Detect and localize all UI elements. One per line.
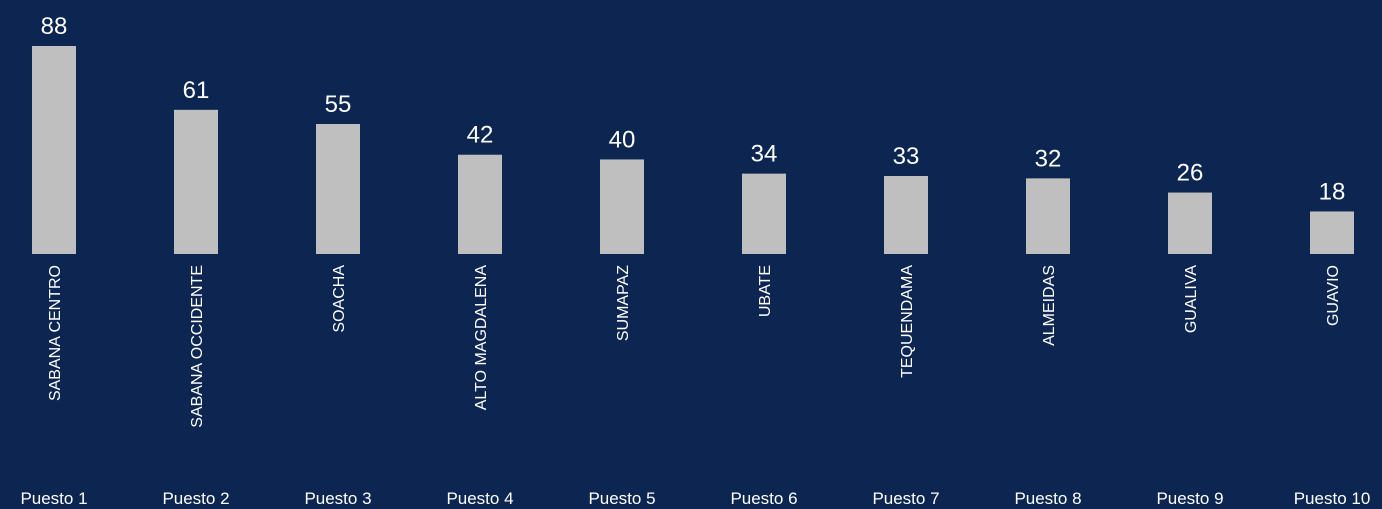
value-label: 34 — [751, 141, 778, 168]
bar — [884, 176, 928, 254]
category-label: TEQUENDAMA — [899, 265, 916, 378]
value-label: 32 — [1035, 145, 1062, 172]
rank-label: Puesto 9 — [1156, 489, 1223, 508]
bar — [1310, 211, 1354, 254]
value-label: 61 — [183, 77, 210, 104]
bar — [174, 109, 218, 255]
value-label: 55 — [325, 91, 352, 118]
value-label: 18 — [1319, 178, 1346, 205]
rank-label: Puesto 8 — [1014, 489, 1081, 508]
value-label: 40 — [609, 126, 636, 153]
category-label: SABANA OCCIDENTE — [189, 265, 206, 428]
category-label: SUMAPAZ — [615, 265, 632, 341]
category-label: UBATE — [757, 265, 774, 317]
value-label: 88 — [41, 13, 68, 40]
category-label: SOACHA — [331, 265, 348, 333]
bar — [742, 173, 786, 254]
category-label: GUAVIO — [1325, 265, 1342, 326]
rank-label: Puesto 2 — [162, 489, 229, 508]
rank-label: Puesto 1 — [20, 489, 87, 508]
category-label: SABANA CENTRO — [47, 265, 64, 401]
bar — [32, 46, 76, 254]
category-label: GUALIVA — [1183, 265, 1200, 334]
bar — [1026, 178, 1070, 254]
rank-label: Puesto 10 — [1294, 489, 1371, 508]
bar — [600, 159, 644, 254]
rank-label: Puesto 3 — [304, 489, 371, 508]
bar — [316, 124, 360, 254]
bar — [458, 154, 502, 254]
bar — [1168, 192, 1212, 254]
value-label: 33 — [893, 143, 920, 170]
value-label: 42 — [467, 122, 494, 149]
value-label: 26 — [1177, 160, 1204, 187]
category-label: ALMEIDAS — [1041, 265, 1058, 346]
category-label: ALTO MAGDALENA — [473, 265, 490, 411]
rank-label: Puesto 7 — [872, 489, 939, 508]
rank-label: Puesto 4 — [446, 489, 513, 508]
rank-label: Puesto 6 — [730, 489, 797, 508]
rank-label: Puesto 5 — [588, 489, 655, 508]
